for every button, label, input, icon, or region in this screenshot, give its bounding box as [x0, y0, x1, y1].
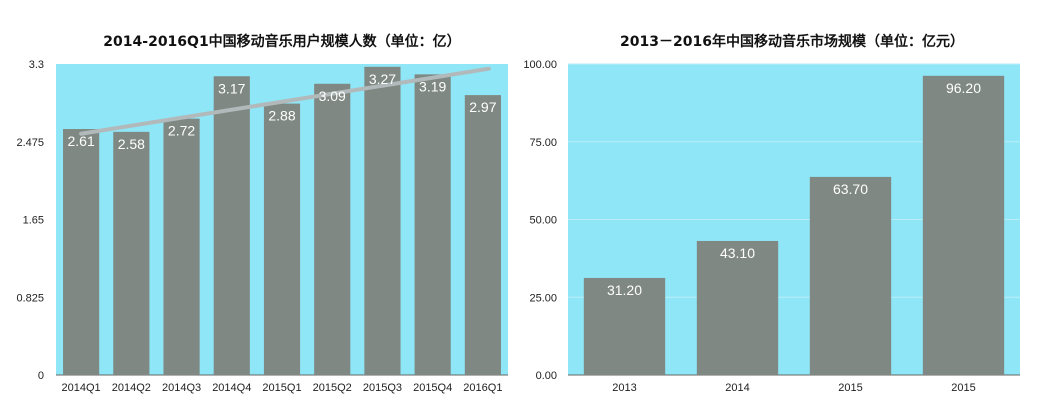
market-scale-chart: 2013－2016年中国移动音乐市场规模（单位：亿元） 0.00 25.00 50.… [523, 33, 1020, 394]
user-scale-bar [163, 118, 200, 375]
user-scale-bar [63, 129, 100, 375]
user-scale-bar [414, 74, 451, 375]
user-scale-bar [464, 95, 501, 375]
market-scale-bar [696, 240, 779, 375]
market-scale-data-labels: 31.20 43.10 63.70 96.20 [607, 80, 981, 298]
user-scale-x-tick-label: 2015Q3 [363, 382, 402, 394]
market-scale-bar [809, 176, 892, 375]
market-scale-y-tick-label: 100.00 [523, 59, 557, 71]
user-scale-y-tick-label: 1.65 [23, 215, 44, 227]
market-scale-data-label: 63.70 [833, 181, 868, 197]
user-scale-x-tick-label: 2014Q4 [212, 382, 251, 394]
market-scale-y-ticks: 0.00 25.00 50.00 75.00 100.00 [523, 59, 557, 382]
market-scale-data-label: 31.20 [607, 282, 642, 298]
user-scale-x-tick-label: 2015Q1 [262, 382, 301, 394]
user-scale-data-labels: 2.61 2.58 2.72 3.17 2.88 3.09 3.27 3.19 2.97 [67, 71, 496, 152]
user-scale-x-tick-label: 2014Q3 [162, 382, 201, 394]
user-scale-chart: 2014-2016Q1中国移动音乐用户规模人数（单位：亿） 0 0.825 1.65… [16, 33, 508, 394]
market-scale-x-tick-label: 2015 [838, 382, 862, 394]
user-scale-data-label: 3.17 [218, 80, 245, 96]
user-scale-x-tick-label: 2014Q2 [112, 382, 151, 394]
user-scale-data-label: 2.58 [118, 136, 145, 152]
market-scale-y-tick-label: 50.00 [529, 215, 557, 227]
market-scale-x-tick-label: 2015 [951, 382, 975, 394]
user-scale-bar [213, 76, 250, 375]
user-scale-y-tick-label: 0.825 [16, 292, 44, 304]
user-scale-data-label: 2.88 [268, 108, 295, 124]
user-scale-data-label: 3.09 [319, 88, 346, 104]
market-scale-y-tick-label: 75.00 [529, 137, 557, 149]
user-scale-trendline [79, 66, 491, 136]
market-scale-bars [583, 75, 1005, 376]
market-scale-bar [583, 277, 666, 375]
user-scale-x-tick-label: 2015Q2 [313, 382, 352, 394]
market-scale-data-label: 96.20 [946, 80, 981, 96]
market-scale-x-ticks: 2013 2014 2015 2015 [612, 382, 975, 394]
user-scale-x-tick-label: 2015Q4 [413, 382, 452, 394]
user-scale-chart-title: 2014-2016Q1中国移动音乐用户规模人数（单位：亿） [103, 33, 460, 50]
market-scale-x-tick-label: 2014 [725, 382, 749, 394]
user-scale-data-label: 2.61 [67, 133, 94, 149]
user-scale-y-tick-label: 2.475 [16, 137, 44, 149]
user-scale-data-label: 3.27 [369, 71, 396, 87]
market-scale-chart-title: 2013－2016年中国移动音乐市场规模（单位：亿元） [620, 33, 964, 50]
user-scale-bar [113, 131, 150, 375]
user-scale-x-tick-label: 2014Q1 [62, 382, 101, 394]
market-scale-bar [922, 75, 1005, 376]
user-scale-x-ticks: 2014Q1 2014Q2 2014Q3 2014Q4 2015Q1 2015Q2 2015… [62, 382, 503, 394]
user-scale-data-label: 2.72 [168, 123, 195, 139]
user-scale-bar [364, 66, 401, 375]
user-scale-bar [263, 103, 301, 375]
user-scale-bars [63, 66, 501, 376]
user-scale-data-label: 2.97 [469, 99, 496, 115]
market-scale-y-tick-label: 25.00 [529, 292, 557, 304]
market-scale-data-label: 43.10 [720, 245, 755, 261]
user-scale-x-tick-label: 2016Q1 [463, 382, 502, 394]
market-scale-y-tick-label: 0.00 [536, 370, 557, 382]
user-scale-bar [314, 83, 351, 376]
user-scale-y-ticks: 0 0.825 1.65 2.475 3.3 [16, 59, 44, 382]
market-scale-x-tick-label: 2013 [612, 382, 636, 394]
user-scale-data-label: 3.19 [419, 78, 446, 94]
user-scale-y-tick-label: 0 [38, 370, 44, 382]
user-scale-y-tick-label: 3.3 [29, 59, 44, 71]
user-scale-trendline-group [79, 66, 491, 136]
